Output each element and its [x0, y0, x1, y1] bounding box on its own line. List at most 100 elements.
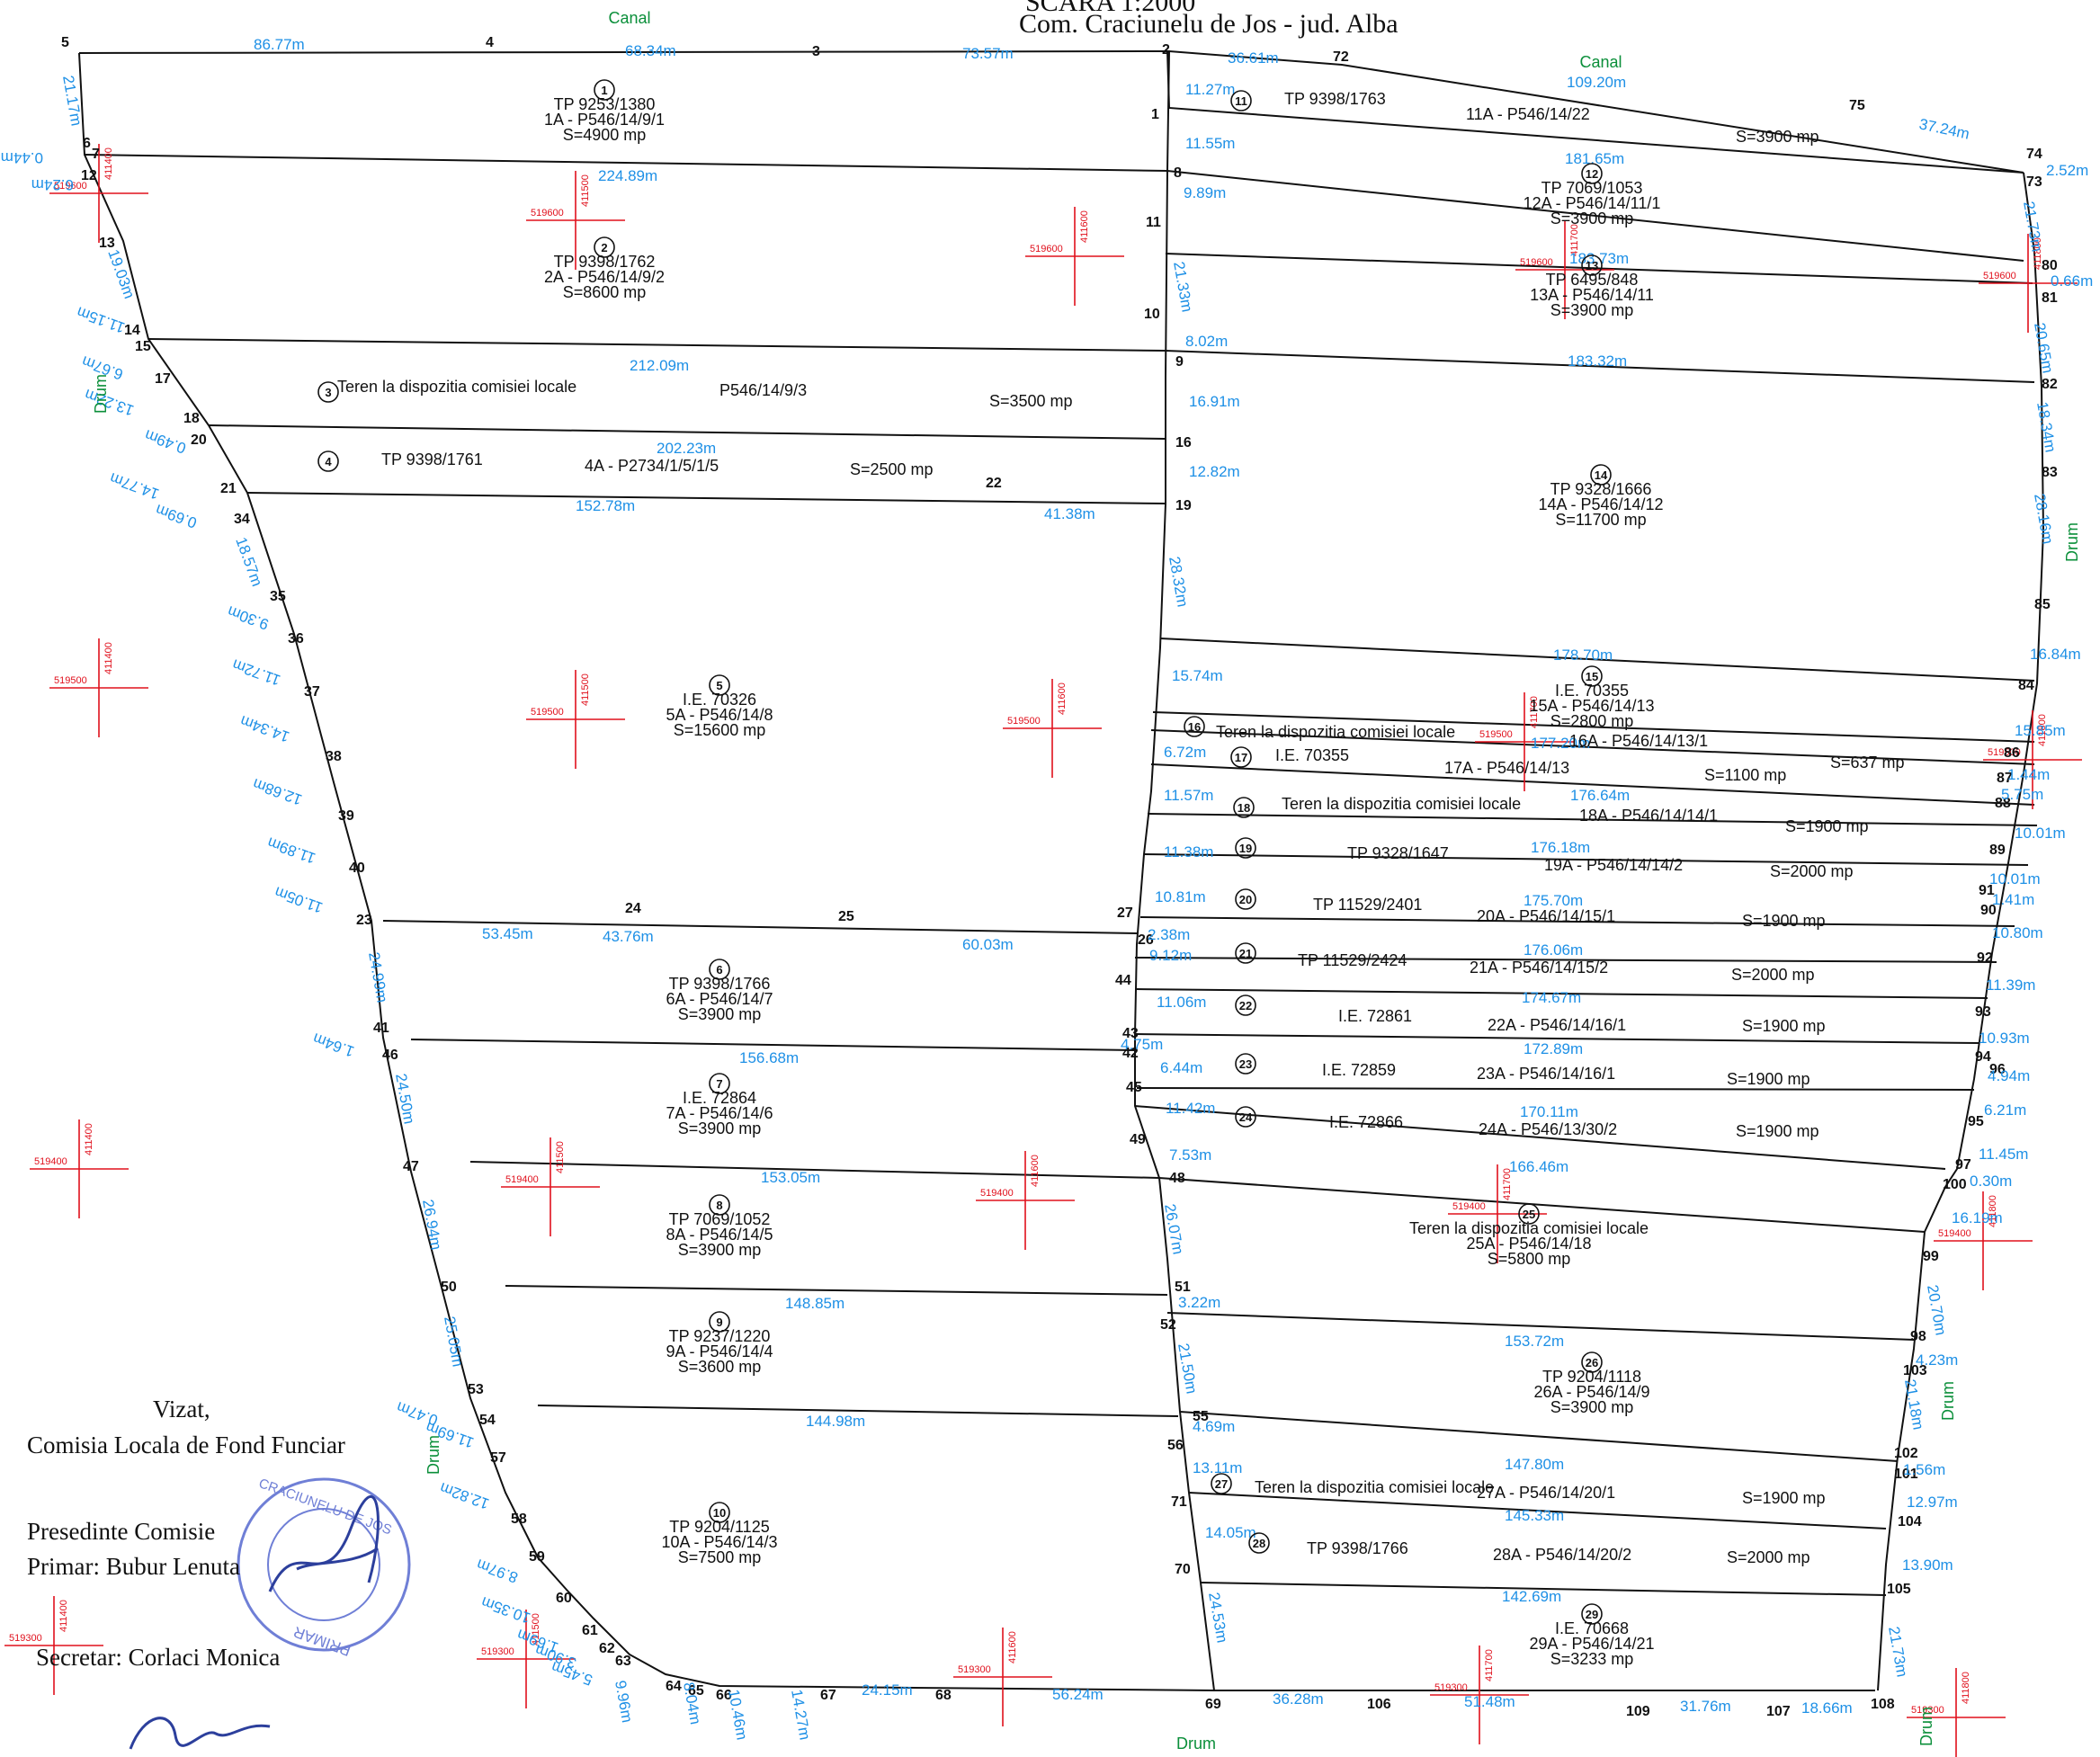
parcel-line: I.E. 70355 [1555, 682, 1629, 700]
grid-label-x: 519500 [1479, 729, 1513, 740]
distance-label: 11.06m [1157, 994, 1206, 1011]
parcel-line: Teren la dispozitia comisiei locale [1216, 723, 1455, 741]
distance-label: 212.09m [630, 357, 689, 374]
vizat-label: Vizat, [153, 1396, 210, 1423]
distance-label: 183.32m [1568, 352, 1627, 370]
point-59: 59 [529, 1549, 545, 1565]
distance-label: 21.73m [2020, 200, 2046, 253]
point-26: 26 [1138, 932, 1154, 948]
point-100: 100 [1943, 1177, 1967, 1192]
boundary-line [1165, 350, 2035, 383]
boundary-line [537, 1405, 1179, 1417]
distance-label: 14.34m [238, 712, 292, 745]
distance-label: 25.05m [441, 1315, 467, 1368]
parcel-line: TP 11529/2424 [1298, 951, 1407, 969]
parcel-number-circle [1233, 797, 1255, 818]
distance-label: 172.89m [1524, 1040, 1583, 1057]
distance-label: 9.89m [1184, 184, 1226, 201]
parcel-number-circle [317, 450, 339, 472]
distance-label: 10.01m [2015, 825, 2066, 842]
distance-label: 10.35m [479, 1593, 533, 1627]
distance-label: 2.38m [1148, 926, 1190, 943]
point-13: 13 [99, 236, 115, 251]
distance-label: 15.74m [1172, 667, 1223, 684]
distance-label: 37.24m [1917, 115, 1970, 142]
parcel-17: 17 I.E. 70355 17A - P546/14/13 S=1100 mp [1230, 746, 1786, 784]
point-34: 34 [234, 512, 250, 527]
distance-label: 16.19m [1952, 1209, 2003, 1226]
distance-label: 43.76m [603, 928, 654, 945]
distance-label: 11.42m [1166, 1100, 1215, 1117]
president-label: Presedinte Comisie [27, 1518, 216, 1545]
distance-label: 4.69m [1193, 1418, 1235, 1435]
point-35: 35 [270, 589, 286, 604]
parcel-number: 9 [716, 1316, 722, 1329]
boundary-line [1188, 1492, 1887, 1530]
parcel-number: 28 [1253, 1537, 1265, 1550]
distance-label: 14.27m [788, 1688, 814, 1741]
parcel-number-circle [1235, 942, 1256, 964]
stamp-inner-ring [267, 1508, 380, 1621]
distance-label: 4.75m [1121, 1036, 1163, 1053]
distance-label: 11.27m [1185, 81, 1235, 98]
boundary-line [78, 49, 2024, 174]
point-1: 1 [1151, 107, 1159, 122]
distance-label: 10.93m [1979, 1030, 2030, 1047]
point-9: 9 [1175, 354, 1184, 370]
point-7: 7 [92, 147, 100, 162]
parcel-line: 12A - P546/14/11/1 [1524, 194, 1661, 212]
parcel-line: 25A - P546/14/18 [1466, 1235, 1591, 1253]
parcel-number-circle [709, 959, 730, 980]
road-labels: Canal Canal Drum Drum Drum Drum Drum Drum [92, 9, 2081, 1753]
grid-label-x: 519400 [505, 1174, 539, 1185]
parcel-number: 3 [325, 386, 331, 399]
parcel-number-circle [1230, 90, 1252, 111]
boundary-line [1166, 1312, 1915, 1341]
distance-label: 6.21m [1984, 1101, 2026, 1119]
parcel-line: TP 11529/2401 [1313, 896, 1422, 914]
distance-label: 144.98m [806, 1413, 865, 1430]
parcel-number: 21 [1239, 947, 1252, 960]
parcel-line: S=8600 mp [563, 283, 647, 301]
road-label-drum: Drum [1939, 1381, 1957, 1421]
mayor-signature [268, 1494, 380, 1592]
parcel-11: 11 TP 9398/1763 11A - P546/14/22 S=3900 mp [1230, 90, 1819, 146]
distance-label: 142.69m [1502, 1588, 1561, 1605]
distance-label: 11.45m [1979, 1146, 2028, 1163]
point-6: 6 [83, 136, 91, 151]
parcel-line: S=2000 mp [1770, 862, 1854, 880]
parcel-line: TP 9398/1762 [554, 253, 656, 271]
parcel-line: TP 9253/1380 [554, 95, 656, 113]
parcel-line: S=4900 mp [563, 126, 647, 144]
point-93: 93 [1975, 1004, 1991, 1020]
point-46: 46 [382, 1048, 398, 1063]
point-69: 69 [1205, 1697, 1221, 1712]
distance-label: 6.24m [31, 176, 74, 193]
distance-label: 20.65m [2031, 321, 2057, 374]
grid-label-x: 519300 [1911, 1705, 1944, 1716]
boundary-line [78, 52, 1875, 1691]
distance-label: 13.90m [1902, 1556, 1953, 1574]
map-scale: SCARA 1:2000 [1025, 0, 1196, 17]
point-90: 90 [1980, 903, 1997, 918]
parcel-number-circle [1235, 837, 1256, 859]
stamp-text: PRIMAR [291, 1623, 353, 1659]
point-60: 60 [556, 1591, 572, 1606]
parcel-line: I.E. 72859 [1322, 1061, 1396, 1079]
grid-crosses: 5196004114005196004115005196004116005196… [4, 144, 2082, 1757]
grid-label-y: 411400 [103, 147, 114, 180]
parcel-line: S=1900 mp [1742, 912, 1826, 930]
grid-label-y: 411500 [555, 1141, 566, 1173]
parcel-line: 9A - P546/14/4 [666, 1342, 773, 1360]
point-51: 51 [1175, 1280, 1191, 1295]
parcel-line: 1A - P546/14/9/1 [544, 111, 665, 129]
distance-label: 11.72m [230, 656, 283, 689]
point-89: 89 [1989, 843, 2006, 858]
grid-label-y: 411800 [1961, 1672, 1971, 1704]
distance-label: 8.02m [1185, 333, 1228, 350]
distance-label: 145.33m [1505, 1507, 1564, 1524]
parcel-line: 24A - P546/13/30/2 [1479, 1120, 1617, 1138]
point-3: 3 [812, 44, 820, 59]
